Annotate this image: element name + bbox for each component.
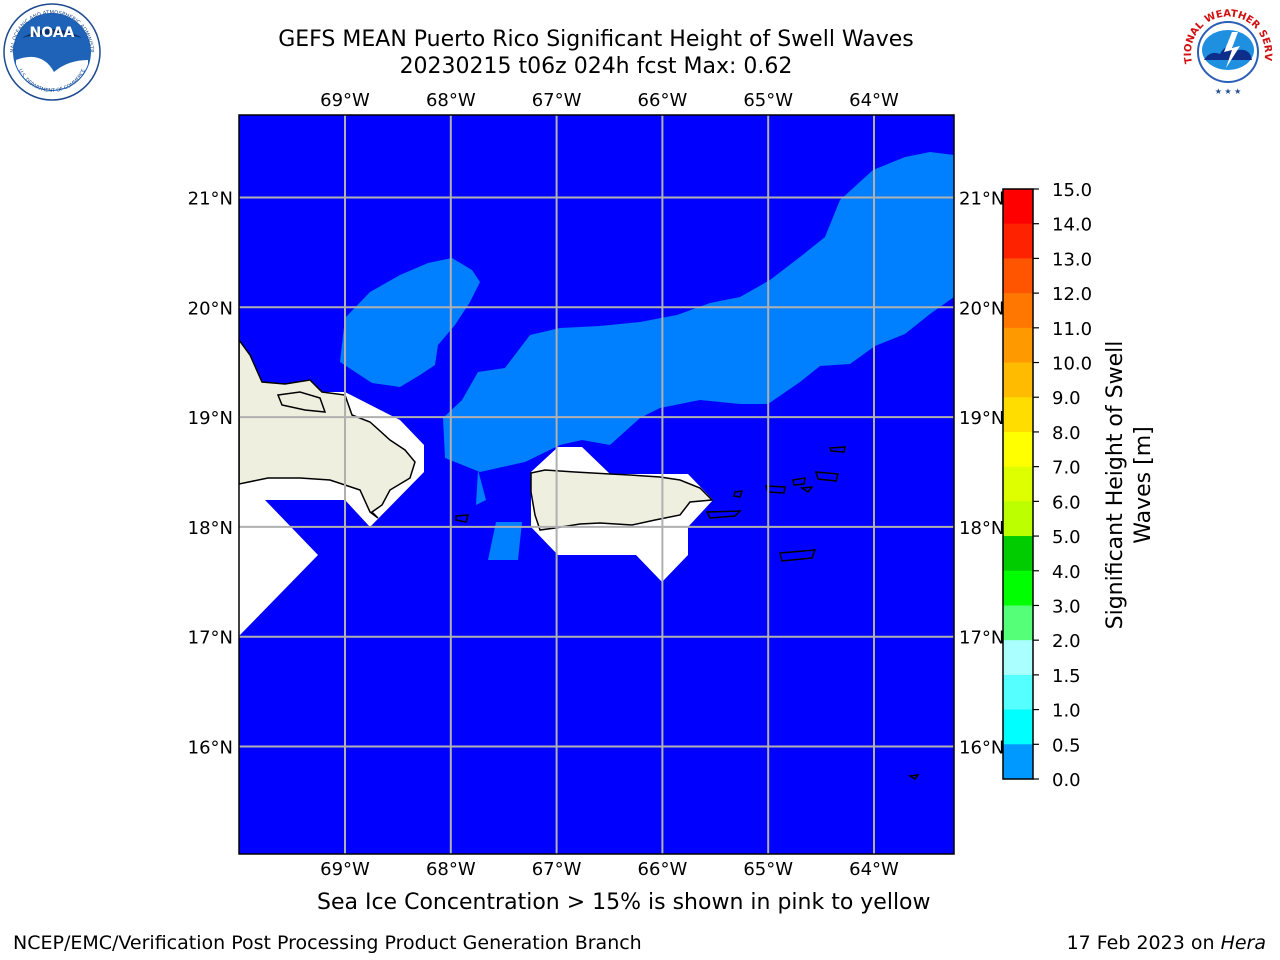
colorbar-tick-label: 14.0 [1052, 215, 1092, 236]
land-small-islands [276, 391, 920, 780]
colorbar-tick-label: 0.5 [1052, 735, 1081, 756]
lat-label-right: 16°N [959, 738, 1004, 759]
footer-branch: NCEP/EMC/Verification Post Processing Pr… [13, 932, 642, 954]
colorbar-tick-label: 2.0 [1052, 631, 1081, 652]
lat-labels-right: 21°N 20°N 19°N 18°N 17°N 16°N [959, 189, 1004, 759]
colorbar-tick-label: 6.0 [1052, 492, 1081, 513]
colorbar-segment [1003, 431, 1033, 468]
lat-label-right: 17°N [959, 628, 1004, 649]
colorbar-ticks: 15.0 14.0 13.0 12.0 11.0 10.0 9.0 8.0 7.0 6.0 5.0 4… [1033, 180, 1092, 791]
colorbar-label-line1: Significant Height of Swell [1103, 341, 1128, 630]
colorbar-segment [1003, 466, 1033, 502]
colorbar-segment [1003, 709, 1033, 745]
noaa-logo: NOAA NATIONAL OCEANIC AND ATMOSPHERIC AD… [2, 2, 101, 101]
colorbar-segment [1003, 640, 1033, 676]
lon-label-bottom: 68°W [426, 859, 476, 880]
swell-contour-0.5-mona [476, 470, 486, 505]
colorbar-tick-label: 7.0 [1052, 458, 1081, 479]
lat-labels-left: 21°N 20°N 19°N 18°N 17°N 16°N [188, 189, 233, 759]
lon-label-bottom: 69°W [320, 859, 370, 880]
lon-label-top: 65°W [743, 90, 793, 111]
colorbar-segment [1003, 744, 1033, 780]
colorbar-segment [1003, 293, 1033, 329]
colorbar-segment [1003, 605, 1033, 641]
colorbar-segment [1003, 223, 1033, 259]
lat-label-right: 20°N [959, 298, 1004, 319]
masked-southwest [239, 500, 318, 636]
lon-label-bottom: 66°W [638, 859, 688, 880]
lon-label-top: 67°W [532, 90, 582, 111]
colorbar-tick-label: 12.0 [1052, 284, 1092, 305]
lat-label-left: 16°N [188, 738, 233, 759]
swell-contour-0.5-band [443, 152, 954, 472]
lat-label-right: 21°N [959, 189, 1004, 210]
map-frame [238, 114, 955, 855]
map-area [239, 115, 954, 854]
colorbar-tick-label: 1.0 [1052, 701, 1081, 722]
lat-label-left: 18°N [188, 518, 233, 539]
footer-date: 17 Feb 2023 on Hera [1067, 932, 1266, 954]
map-title: GEFS MEAN Puerto Rico Significant Height… [278, 27, 914, 52]
colorbar-segment [1003, 362, 1033, 398]
colorbar-tick-label: 15.0 [1052, 180, 1092, 201]
colorbar-segment [1003, 570, 1033, 606]
nws-stars: ★ ★ ★ [1215, 87, 1242, 96]
colorbar-tick-label: 3.0 [1052, 596, 1081, 617]
lat-label-left: 17°N [188, 628, 233, 649]
map-subtitle: 20230215 t06z 024h fcst Max: 0.62 [399, 54, 793, 79]
colorbar-segment [1003, 501, 1033, 537]
colorbar-label-line2: Waves [m] [1131, 426, 1156, 543]
lat-label-right: 19°N [959, 408, 1004, 429]
sea-ice-note: Sea Ice Concentration > 15% is shown in … [317, 890, 931, 915]
colorbar-segment [1003, 327, 1033, 364]
lat-label-left: 21°N [188, 189, 233, 210]
nws-logo: NATIONAL WEATHER SERVICE ★ ★ ★ [1180, 2, 1274, 96]
colorbar-segment [1003, 397, 1033, 433]
colorbar-tick-label: 8.0 [1052, 423, 1081, 444]
colorbar-tick-label: 10.0 [1052, 354, 1092, 375]
lon-label-top: 64°W [849, 90, 899, 111]
colorbar-tick-label: 1.5 [1052, 666, 1081, 687]
lon-label-top: 66°W [638, 90, 688, 111]
lon-label-top: 68°W [426, 90, 476, 111]
land-hispaniola [239, 338, 416, 519]
lat-label-right: 18°N [959, 518, 1004, 539]
noaa-logo-text: NOAA [30, 25, 75, 41]
map-gridlines [239, 115, 954, 854]
colorbar [1003, 189, 1033, 780]
lon-label-bottom: 67°W [532, 859, 582, 880]
colorbar-tick-label: 5.0 [1052, 527, 1081, 548]
colorbar-tick-label: 4.0 [1052, 562, 1081, 583]
colorbar-frame [1002, 188, 1034, 780]
footer-machine: Hera [1220, 932, 1266, 954]
lon-labels-top: 69°W 68°W 67°W 66°W 65°W 64°W [320, 90, 899, 111]
lon-labels-bottom: 69°W 68°W 67°W 66°W 65°W 64°W [320, 859, 899, 880]
swell-contour-0.5-west [340, 258, 480, 387]
colorbar-segment [1003, 258, 1033, 294]
land-puerto-rico [530, 469, 714, 531]
colorbar-tick-label: 0.0 [1052, 770, 1081, 791]
lat-label-left: 20°N [188, 298, 233, 319]
lat-label-left: 19°N [188, 408, 233, 429]
lon-label-top: 69°W [320, 90, 370, 111]
colorbar-tick-label: 11.0 [1052, 319, 1092, 340]
lon-label-bottom: 64°W [849, 859, 899, 880]
colorbar-segment [1003, 536, 1033, 572]
colorbar-segment [1003, 189, 1033, 225]
colorbar-tick-label: 9.0 [1052, 388, 1081, 409]
lon-label-bottom: 65°W [743, 859, 793, 880]
footer-date-text: 17 Feb 2023 on [1066, 932, 1221, 954]
swell-contour-0.5-south [488, 522, 522, 560]
colorbar-tick-label: 13.0 [1052, 249, 1092, 270]
colorbar-segment [1003, 674, 1033, 711]
